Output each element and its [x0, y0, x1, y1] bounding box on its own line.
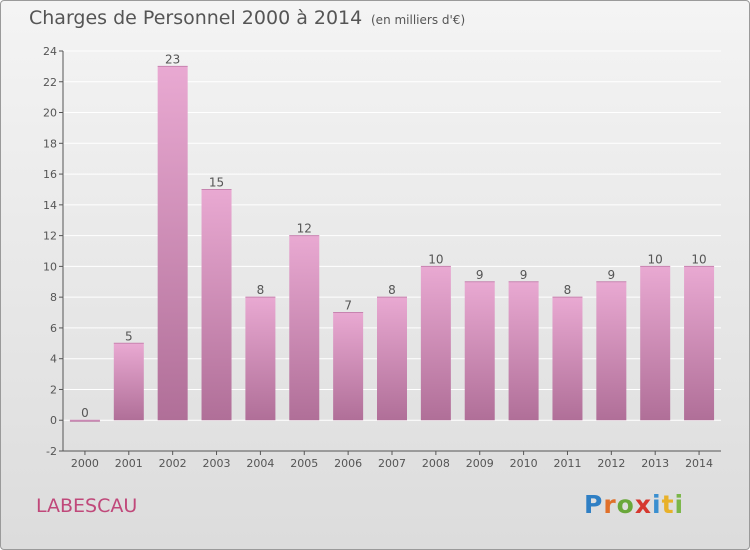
y-tick-label: 24: [43, 45, 57, 58]
chart-title: Charges de Personnel 2000 à 2014: [29, 7, 363, 29]
x-tick-label: 2012: [597, 457, 625, 470]
x-tick-label: 2000: [71, 457, 99, 470]
bar: [157, 66, 188, 421]
logo-letter: i: [674, 490, 685, 519]
y-tick-label: 12: [43, 230, 57, 243]
chart-subtitle: (en milliers d'€): [371, 13, 466, 27]
data-labels: 0 5 23 15 8 12 7 8 10 9 9 8 9 10 10: [81, 52, 707, 420]
data-label: 10: [428, 252, 443, 266]
y-tick-label: 10: [43, 260, 57, 273]
bars: [69, 65, 715, 422]
x-tick-label: 2006: [334, 457, 362, 470]
data-label: 0: [81, 406, 89, 420]
y-tick-label: 14: [43, 199, 57, 212]
y-tick-label: 22: [43, 76, 57, 89]
data-label: 9: [520, 268, 528, 282]
y-tick-label: -2: [46, 445, 57, 458]
data-label: 8: [388, 283, 396, 297]
data-label: 9: [608, 268, 616, 282]
bar: [596, 281, 627, 421]
x-tick-label: 2007: [378, 457, 406, 470]
y-tick-label: 6: [50, 322, 57, 335]
x-tick-label: 2004: [246, 457, 274, 470]
bar: [684, 266, 715, 421]
data-label: 5: [125, 329, 133, 343]
bar: [69, 420, 100, 422]
y-tick-label: 8: [50, 291, 57, 304]
data-label: 10: [648, 252, 663, 266]
x-tick-label: 2010: [510, 457, 538, 470]
x-tick-label: 2013: [641, 457, 669, 470]
bar: [245, 297, 276, 421]
y-tick-label: 16: [43, 168, 57, 181]
data-label: 23: [165, 52, 180, 66]
x-tick-label: 2005: [290, 457, 318, 470]
logo-letter: t: [661, 490, 675, 519]
data-label: 8: [564, 283, 572, 297]
data-label: 9: [476, 268, 484, 282]
y-tick-label: 18: [43, 137, 57, 150]
x-tick-label: 2009: [466, 457, 494, 470]
logo-letter: r: [603, 490, 617, 519]
bar: [333, 312, 364, 421]
proxiti-logo[interactable]: Proxiti: [584, 490, 684, 519]
y-tick-label: 0: [50, 414, 57, 427]
bar: [420, 266, 451, 421]
logo-letter: x: [634, 490, 652, 519]
bar: [201, 189, 232, 421]
bar: [508, 281, 539, 421]
y-tick-label: 4: [50, 353, 57, 366]
x-tick-label: 2001: [115, 457, 143, 470]
data-label: 12: [297, 222, 312, 236]
x-tick-label: 2008: [422, 457, 450, 470]
data-label: 8: [257, 283, 265, 297]
bar: [289, 235, 320, 421]
data-label: 15: [209, 175, 224, 189]
bar: [640, 266, 671, 421]
logo-letter: P: [584, 490, 604, 519]
bar: [377, 297, 407, 421]
data-label: 10: [691, 252, 706, 266]
x-tick-label: 2003: [203, 457, 231, 470]
data-label: 7: [344, 299, 352, 313]
x-tick-label: 2014: [685, 457, 713, 470]
y-tick-label: 20: [43, 107, 57, 120]
logo-letter: i: [652, 490, 662, 519]
x-tick-label: 2002: [159, 457, 187, 470]
logo-letter: o: [616, 490, 635, 519]
bar: [464, 281, 495, 421]
bar: [552, 297, 583, 421]
commune-name: LABESCAU: [36, 495, 138, 517]
x-tick-label: 2011: [553, 457, 581, 470]
y-tick-label: 2: [50, 383, 57, 396]
bar: [113, 343, 144, 421]
